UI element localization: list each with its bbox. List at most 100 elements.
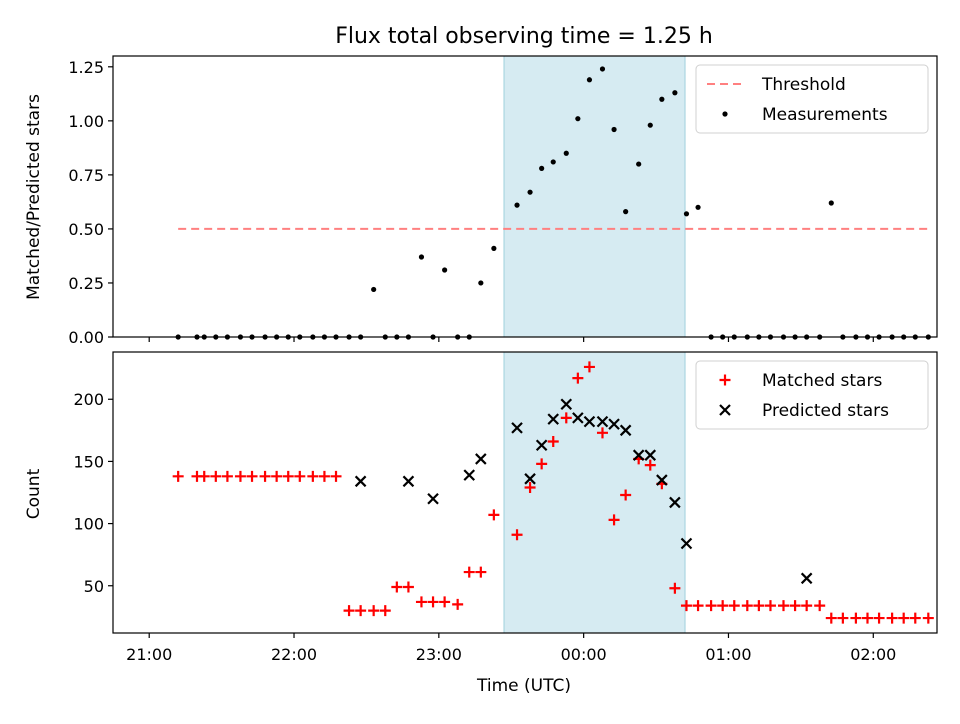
- top-y-tick-label: 0.25: [68, 274, 104, 293]
- bottom-predicted-star-marker: [572, 412, 584, 424]
- top-measurement-point: [442, 267, 448, 273]
- bottom-y-axis-label: Count: [24, 468, 44, 519]
- bottom-matched-star-marker: [198, 470, 210, 482]
- top-measurement-point: [672, 90, 678, 96]
- top-measurement-point: [478, 280, 484, 286]
- top-legend-measurement-swatch: [722, 111, 728, 117]
- bottom-matched-star-marker: [583, 361, 595, 373]
- bottom-matched-star-marker: [692, 600, 704, 612]
- top-measurement-point: [599, 66, 606, 72]
- bottom-matched-star-marker: [368, 605, 380, 617]
- bottom-matched-star-marker: [439, 596, 451, 608]
- bottom-matched-star-marker: [886, 612, 898, 624]
- bottom-predicted-star-marker: [800, 572, 813, 585]
- top-legend-label: Threshold: [761, 75, 846, 95]
- bottom-matched-star-marker: [753, 600, 765, 612]
- bottom-matched-star-marker: [343, 605, 355, 617]
- top-measurement-point: [514, 202, 520, 208]
- bottom-predicted-star-marker: [463, 469, 476, 481]
- bottom-matched-star-marker: [415, 596, 427, 608]
- bottom-matched-star-marker: [172, 470, 184, 482]
- bottom-matched-star-marker: [669, 582, 681, 594]
- bottom-matched-star-marker: [271, 470, 283, 482]
- bottom-matched-star-marker: [572, 372, 584, 384]
- bottom-legend-label: Matched stars: [762, 371, 882, 391]
- bottom-matched-star-marker: [801, 600, 813, 612]
- bottom-matched-star-marker: [547, 436, 559, 448]
- bottom-matched-star-marker: [379, 605, 391, 617]
- bottom-matched-star-marker: [608, 514, 620, 526]
- bottom-matched-star-marker: [330, 470, 342, 482]
- bottom-predicted-star-marker: [427, 492, 439, 505]
- top-measurement-point: [695, 204, 701, 210]
- top-y-tick-label: 1.25: [68, 58, 104, 77]
- bottom-predicted-star-marker: [608, 418, 620, 430]
- bottom-matched-star-marker: [764, 600, 776, 612]
- bottom-matched-star-marker: [789, 600, 801, 612]
- bottom-predicted-star-marker: [511, 422, 523, 434]
- bottom-x-tick-label: 02:00: [850, 645, 896, 664]
- bottom-matched-star-marker: [717, 600, 729, 612]
- bottom-legend-label: Predicted stars: [762, 401, 889, 421]
- top-measurement-point: [683, 211, 690, 217]
- bottom-panel: 50 100 150 200 21:00 22:00 23:00 00:00 01:00 02:0…: [73, 351, 938, 664]
- bottom-matched-star-marker: [861, 612, 873, 624]
- bottom-x-tick-label: 23:00: [416, 645, 462, 664]
- top-measurement-point: [550, 159, 556, 165]
- bottom-x-tick-label: 00:00: [561, 645, 607, 664]
- top-axes-frame: [112, 55, 938, 338]
- top-measurement-point: [491, 245, 497, 251]
- top-measurement-point: [659, 96, 665, 102]
- bottom-matched-star-marker: [837, 612, 849, 624]
- bottom-y-tick-label: 50: [84, 577, 104, 596]
- bottom-matched-star-marker: [452, 598, 464, 610]
- bottom-matched-star-marker: [620, 489, 632, 501]
- top-legend-box: [695, 64, 929, 134]
- top-measurement-point: [418, 254, 425, 260]
- chart-title: Flux total observing time = 1.25 h: [335, 24, 713, 49]
- bottom-matched-star-marker: [524, 482, 536, 494]
- bottom-y-tick-label: 150: [73, 452, 104, 471]
- bottom-legend-matched-swatch: [719, 374, 731, 386]
- bottom-matched-star-marker: [294, 470, 306, 482]
- bottom-x-tick-label: 01:00: [705, 645, 751, 664]
- bottom-axes-frame: [112, 351, 938, 634]
- bottom-matched-star-marker: [259, 470, 271, 482]
- bottom-predicted-star-marker: [583, 415, 596, 428]
- bottom-matched-star-marker: [898, 612, 910, 624]
- bottom-y-tick-label: 100: [73, 515, 104, 534]
- bottom-matched-star-marker: [922, 612, 934, 624]
- bottom-matched-star-marker: [777, 600, 789, 612]
- top-measurement-point: [586, 77, 593, 83]
- bottom-matched-star-marker: [282, 470, 294, 482]
- bottom-matched-star-marker: [488, 509, 500, 521]
- top-measurement-point: [539, 165, 545, 171]
- top-y-axis-label: Matched/Predicted stars: [24, 94, 44, 300]
- bottom-matched-star-marker: [909, 612, 921, 624]
- bottom-matched-star-marker: [560, 412, 572, 424]
- bottom-predicted-star-marker: [560, 398, 573, 410]
- bottom-predicted-star-marker: [475, 453, 487, 465]
- bottom-matched-star-marker: [307, 470, 319, 482]
- bottom-shaded-region: [503, 351, 686, 634]
- x-axis-label: Time (UTC): [476, 676, 571, 696]
- top-panel: 0.00 0.25 0.50 0.75 1.00 1.25 Threshold Measure…: [68, 55, 938, 347]
- bottom-matched-star-marker: [221, 470, 233, 482]
- bottom-predicted-star-marker: [656, 474, 668, 486]
- bottom-x-tick-label: 22:00: [271, 645, 317, 664]
- bottom-matched-star-marker: [873, 612, 885, 624]
- top-measurement-point: [527, 189, 533, 195]
- bottom-predicted-star-marker: [535, 439, 548, 452]
- bottom-matched-star-marker: [463, 566, 475, 578]
- bottom-predicted-star-marker: [619, 424, 632, 437]
- bottom-predicted-star-marker: [632, 449, 645, 461]
- bottom-matched-star-marker: [234, 470, 246, 482]
- bottom-matched-star-marker: [814, 600, 826, 612]
- bottom-matched-star-marker: [511, 529, 523, 541]
- bottom-predicted-star-marker: [524, 473, 536, 485]
- top-measurement-point: [575, 116, 581, 122]
- bottom-predicted-star-marker: [402, 475, 415, 488]
- bottom-matched-star-marker: [705, 600, 717, 612]
- top-shaded-region: [503, 55, 686, 338]
